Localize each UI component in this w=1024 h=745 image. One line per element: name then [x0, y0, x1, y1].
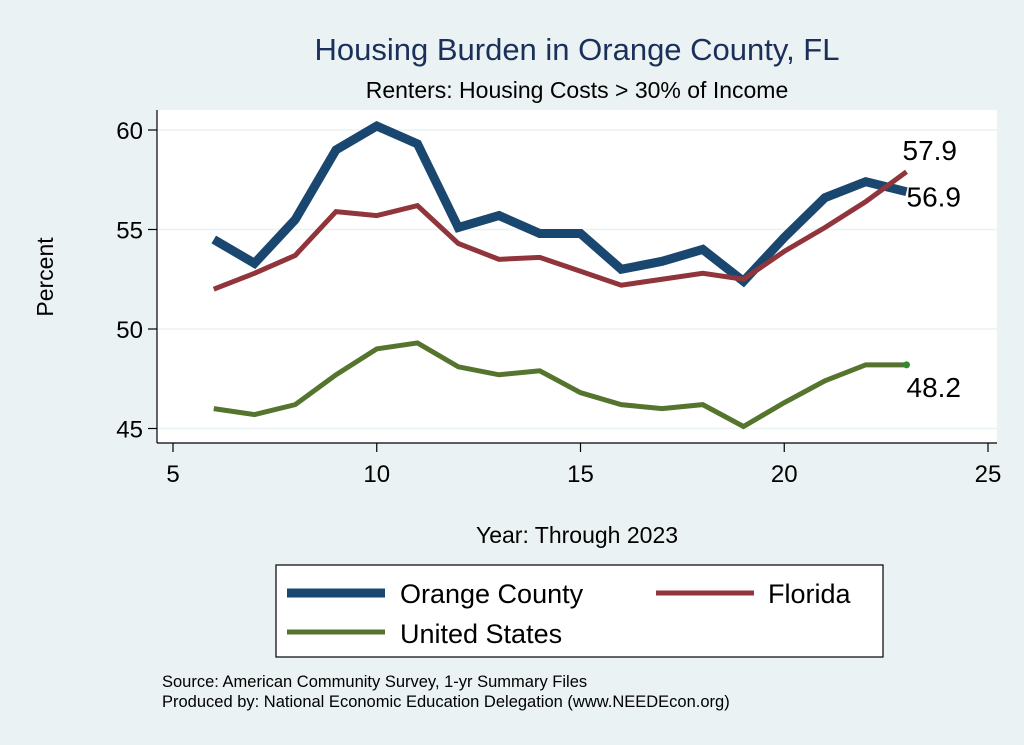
- y-axis-title: Percent: [32, 237, 58, 317]
- end-label-florida: 57.9: [903, 135, 958, 166]
- legend: Orange County Florida United States: [275, 564, 884, 658]
- y-tick-label: 45: [116, 417, 143, 444]
- plot-area: [157, 110, 997, 443]
- x-tick-label: 10: [363, 461, 390, 488]
- y-tick-label: 60: [116, 118, 143, 145]
- series-line-orange-county: [211, 120, 908, 288]
- chart-title: Housing Burden in Orange County, FL: [314, 32, 839, 67]
- legend-label-united-states: United States: [400, 619, 562, 649]
- x-axis-ticks: 5 10 15 20 25: [166, 443, 1001, 488]
- end-marker-united-states: [903, 361, 910, 369]
- producer-note: Produced by: National Economic Education…: [162, 693, 730, 711]
- x-tick-label: 15: [567, 461, 594, 488]
- x-tick-label: 20: [771, 461, 798, 488]
- series-lines: [211, 120, 910, 430]
- y-axis-ticks: 45 50 55 60: [116, 118, 157, 444]
- legend-box: [275, 564, 884, 658]
- series-line-florida: [212, 169, 908, 292]
- x-tick-label: 5: [166, 461, 179, 488]
- end-label-orange-county: 56.9: [907, 182, 962, 213]
- x-tick-label: 25: [975, 461, 1002, 488]
- end-labels: 56.9 57.9 48.2: [903, 135, 962, 403]
- series-line-united-states: [213, 340, 907, 430]
- legend-label-orange-county: Orange County: [400, 579, 584, 609]
- legend-label-florida: Florida: [768, 579, 852, 609]
- x-axis-title: Year: Through 2023: [476, 522, 678, 548]
- source-note: Source: American Community Survey, 1-yr …: [162, 673, 587, 691]
- end-label-united-states: 48.2: [907, 372, 962, 403]
- y-tick-label: 55: [116, 218, 143, 245]
- chart-subtitle: Renters: Housing Costs > 30% of Income: [366, 77, 789, 103]
- y-tick-label: 50: [116, 317, 143, 344]
